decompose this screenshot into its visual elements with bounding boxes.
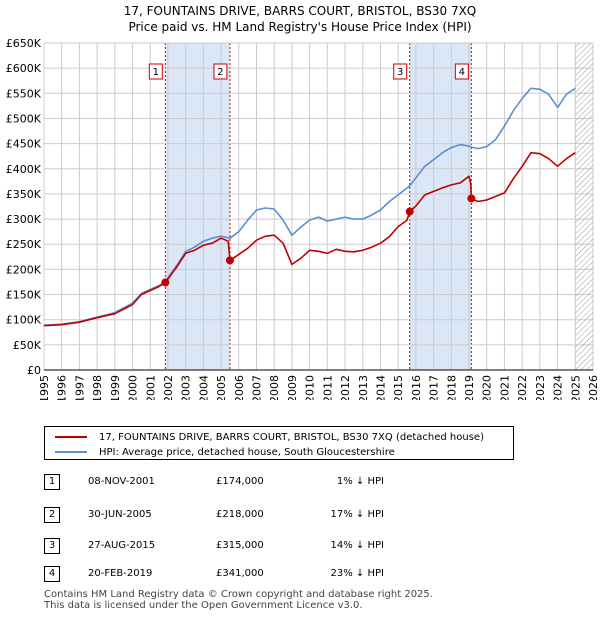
sale-point <box>225 256 234 265</box>
x-tick-label: 2015 <box>392 375 405 400</box>
x-tick-label: 2000 <box>127 375 140 400</box>
x-tick-label: 2002 <box>162 375 175 400</box>
x-tick-label: 2011 <box>321 375 334 400</box>
sale-point <box>161 278 170 287</box>
shaded-period <box>409 43 472 370</box>
x-tick-label: 2026 <box>587 375 600 400</box>
x-tick-label: 2008 <box>268 375 281 400</box>
legend-swatch-hpi <box>55 451 87 453</box>
footer-line-2: This data is licensed under the Open Gov… <box>44 600 363 611</box>
x-tick-label: 2003 <box>180 375 193 400</box>
sale-marker-box <box>148 63 163 80</box>
sale-price: £174,000 <box>216 476 264 487</box>
sale-row: 4 20-FEB-2019 £341,000 23% ↓ HPI <box>44 566 404 584</box>
x-tick-label: 2023 <box>534 375 547 400</box>
sale-row: 2 30-JUN-2005 £218,000 17% ↓ HPI <box>44 507 404 525</box>
sale-number-badge: 4 <box>44 566 60 582</box>
y-tick-label: £500K <box>6 112 42 125</box>
x-tick-label: 2022 <box>516 375 529 400</box>
sale-price: £218,000 <box>216 509 264 520</box>
y-tick-label: £400K <box>6 163 42 176</box>
x-tick-label: 2005 <box>215 375 228 400</box>
x-tick-label: 2014 <box>374 375 387 400</box>
x-tick-label: 1995 <box>38 375 51 400</box>
chart-title: 17, FOUNTAINS DRIVE, BARRS COURT, BRISTO… <box>0 3 600 35</box>
sale-point <box>405 207 414 216</box>
sale-marker-box <box>454 63 469 80</box>
x-tick-label: 1998 <box>91 375 104 400</box>
y-tick-label: £350K <box>6 188 42 201</box>
sale-point <box>467 194 476 203</box>
sale-date: 27-AUG-2015 <box>88 540 156 551</box>
footer-line-1: Contains HM Land Registry data © Crown c… <box>44 589 433 600</box>
legend-item-price: 17, FOUNTAINS DRIVE, BARRS COURT, BRISTO… <box>55 430 484 444</box>
sale-date: 20-FEB-2019 <box>88 568 153 579</box>
sale-number-badge: 3 <box>44 538 60 554</box>
y-tick-label: £600K <box>6 62 42 75</box>
x-tick-label: 2021 <box>498 375 511 400</box>
price-paid-line <box>43 151 576 327</box>
title-line-2: Price paid vs. HM Land Registry's House … <box>128 20 472 34</box>
sale-hpi-diff: 1% ↓ HPI <box>336 476 384 487</box>
y-tick-label: £150K <box>6 289 42 302</box>
x-tick-label: 2013 <box>357 375 370 400</box>
y-tick-label: £100K <box>6 314 42 327</box>
y-tick-label: £0 <box>27 364 41 377</box>
y-tick-label: £650K <box>6 37 42 50</box>
sale-marker-label: 2 <box>217 67 223 78</box>
x-tick-label: 1999 <box>109 375 122 400</box>
price-chart: 1 2 3 4 £0 £50K £100K £150K £200K £250K £300K £350… <box>6 37 600 400</box>
forecast-hatch <box>575 43 593 370</box>
sale-marker-label: 1 <box>153 67 159 78</box>
x-tick-label: 2019 <box>463 375 476 400</box>
legend-swatch-price <box>55 436 87 438</box>
legend-item-hpi: HPI: Average price, detached house, Sout… <box>55 445 395 459</box>
x-tick-label: 2020 <box>481 375 494 400</box>
y-tick-label: £250K <box>6 238 42 251</box>
x-tick-label: 2001 <box>144 375 157 400</box>
shaded-period <box>165 43 230 370</box>
x-tick-label: 2007 <box>251 375 264 400</box>
x-tick-label: 1997 <box>73 375 86 400</box>
y-tick-label: £300K <box>6 213 42 226</box>
sale-hpi-diff: 14% ↓ HPI <box>330 540 384 551</box>
y-tick-label: £450K <box>6 138 42 151</box>
sale-marker-label: 4 <box>459 67 465 78</box>
x-tick-label: 2010 <box>304 375 317 400</box>
sale-hpi-diff: 23% ↓ HPI <box>330 568 384 579</box>
sale-marker-label: 3 <box>397 67 403 78</box>
x-tick-label: 2012 <box>339 375 352 400</box>
legend-label-price: 17, FOUNTAINS DRIVE, BARRS COURT, BRISTO… <box>99 431 484 443</box>
title-line-1: 17, FOUNTAINS DRIVE, BARRS COURT, BRISTO… <box>123 4 477 18</box>
y-tick-label: £550K <box>6 87 42 100</box>
x-tick-label: 2025 <box>569 375 582 400</box>
x-tick-label: 2009 <box>286 375 299 400</box>
legend-label-hpi: HPI: Average price, detached house, Sout… <box>99 446 395 458</box>
sale-price: £341,000 <box>216 568 264 579</box>
x-tick-label: 2017 <box>428 375 441 400</box>
y-tick-label: £200K <box>6 263 42 276</box>
x-tick-label: 1996 <box>56 375 69 400</box>
sale-marker-box <box>213 63 228 80</box>
sale-row: 1 08-NOV-2001 £174,000 1% ↓ HPI <box>44 474 404 492</box>
legend: 17, FOUNTAINS DRIVE, BARRS COURT, BRISTO… <box>44 426 514 460</box>
sale-row: 3 27-AUG-2015 £315,000 14% ↓ HPI <box>44 538 404 556</box>
sale-price: £315,000 <box>216 540 264 551</box>
x-tick-label: 2024 <box>552 375 565 400</box>
sale-marker-box <box>393 63 408 80</box>
x-tick-label: 2006 <box>233 375 246 400</box>
y-tick-label: £50K <box>13 339 42 352</box>
x-tick-label: 2018 <box>445 375 458 400</box>
x-tick-label: 2004 <box>197 375 210 400</box>
sale-number-badge: 2 <box>44 507 60 523</box>
sale-date: 30-JUN-2005 <box>88 509 152 520</box>
sale-date: 08-NOV-2001 <box>88 476 155 487</box>
sale-number-badge: 1 <box>44 474 60 490</box>
footer-notice: Contains HM Land Registry data © Crown c… <box>44 589 433 611</box>
sale-hpi-diff: 17% ↓ HPI <box>330 509 384 520</box>
x-tick-label: 2016 <box>410 375 423 400</box>
